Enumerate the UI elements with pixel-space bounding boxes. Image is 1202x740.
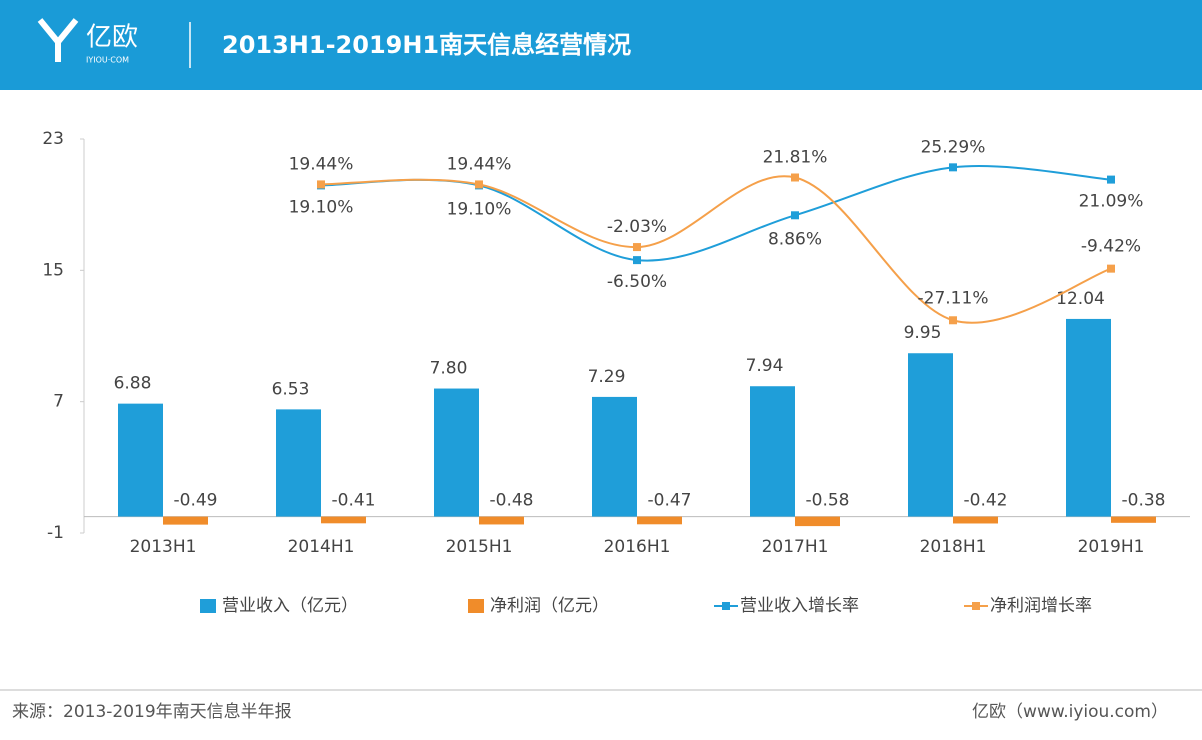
marker — [475, 180, 483, 189]
x-tick-label: 2014H1 — [288, 537, 355, 557]
x-tick-label: 2016H1 — [604, 537, 671, 557]
data-label: -6.50% — [607, 272, 667, 292]
chart-title: 2013H1-2019H1南天信息经营情况 — [222, 31, 631, 59]
bar — [953, 516, 998, 524]
bar — [163, 516, 208, 525]
source: 来源：2013-2019年南天信息半年报 — [12, 702, 292, 722]
data-label: -9.42% — [1081, 237, 1141, 257]
bar — [276, 409, 321, 517]
data-label: 6.53 — [272, 379, 310, 399]
data-label: 7.29 — [588, 367, 626, 387]
data-label: 7.80 — [430, 359, 468, 379]
data-label: 19.10% — [447, 199, 512, 219]
bar — [908, 353, 953, 517]
x-tick-label: 2019H1 — [1078, 537, 1145, 557]
legend-swatch — [722, 602, 730, 610]
legend-label: 营业收入增长率 — [740, 596, 859, 616]
logo-text: 亿欧 — [86, 23, 138, 53]
data-label: -0.49 — [174, 491, 218, 511]
data-label: 8.86% — [768, 229, 822, 249]
marker — [1107, 264, 1115, 273]
bar — [1066, 318, 1111, 517]
y-tick-label: 23 — [42, 129, 64, 149]
logo-sub: IYIOU·COM — [86, 56, 129, 65]
x-tick-label: 2017H1 — [762, 537, 829, 557]
marker — [791, 211, 799, 220]
data-label: 9.95 — [904, 323, 942, 343]
logo-icon — [37, 18, 79, 62]
x-tick-label: 2013H1 — [130, 537, 197, 557]
x-tick-label: 2015H1 — [446, 537, 513, 557]
marker — [949, 163, 957, 172]
bar — [118, 403, 163, 517]
marker — [791, 173, 799, 182]
data-label: -0.48 — [490, 491, 534, 511]
data-label: 21.09% — [1079, 192, 1144, 212]
data-label: 21.81% — [763, 147, 828, 167]
data-label: -0.38 — [1122, 491, 1166, 511]
data-label: -0.41 — [332, 491, 376, 511]
marker — [633, 243, 641, 252]
data-label: -0.47 — [648, 491, 692, 511]
bar — [434, 388, 479, 517]
marker — [949, 316, 957, 325]
bar — [479, 516, 524, 525]
bar — [321, 516, 366, 524]
marker — [633, 256, 641, 265]
data-label: 6.88 — [114, 374, 152, 394]
data-label: 25.29% — [921, 137, 986, 157]
legend-label: 营业收入（亿元） — [222, 596, 358, 616]
data-label: 12.04 — [1056, 289, 1105, 309]
legend-swatch — [468, 599, 484, 613]
line — [320, 175, 1112, 324]
data-label: 7.94 — [746, 356, 784, 376]
data-label: -27.11% — [918, 288, 989, 308]
marker — [317, 180, 325, 189]
data-label: 19.44% — [447, 154, 512, 174]
x-tick-label: 2018H1 — [920, 537, 987, 557]
data-label: -2.03% — [607, 217, 667, 237]
legend-swatch — [200, 599, 216, 613]
bar — [637, 516, 682, 525]
y-tick-label: -1 — [47, 523, 64, 543]
data-label: -0.42 — [964, 491, 1008, 511]
bar — [592, 396, 637, 517]
legend-label: 净利润增长率 — [990, 596, 1092, 616]
bar — [1111, 516, 1156, 523]
site: 亿欧（www.iyiou.com） — [972, 702, 1168, 722]
bar — [795, 516, 840, 527]
data-label: 19.44% — [289, 154, 354, 174]
data-label: 19.10% — [289, 197, 354, 217]
bar — [750, 386, 795, 517]
legend-label: 净利润（亿元） — [490, 596, 609, 616]
data-label: -0.58 — [806, 491, 850, 511]
marker — [1107, 175, 1115, 184]
legend-swatch — [972, 602, 980, 610]
y-tick-label: 7 — [53, 392, 64, 412]
header-band — [0, 0, 1202, 90]
y-tick-label: 15 — [42, 260, 64, 280]
